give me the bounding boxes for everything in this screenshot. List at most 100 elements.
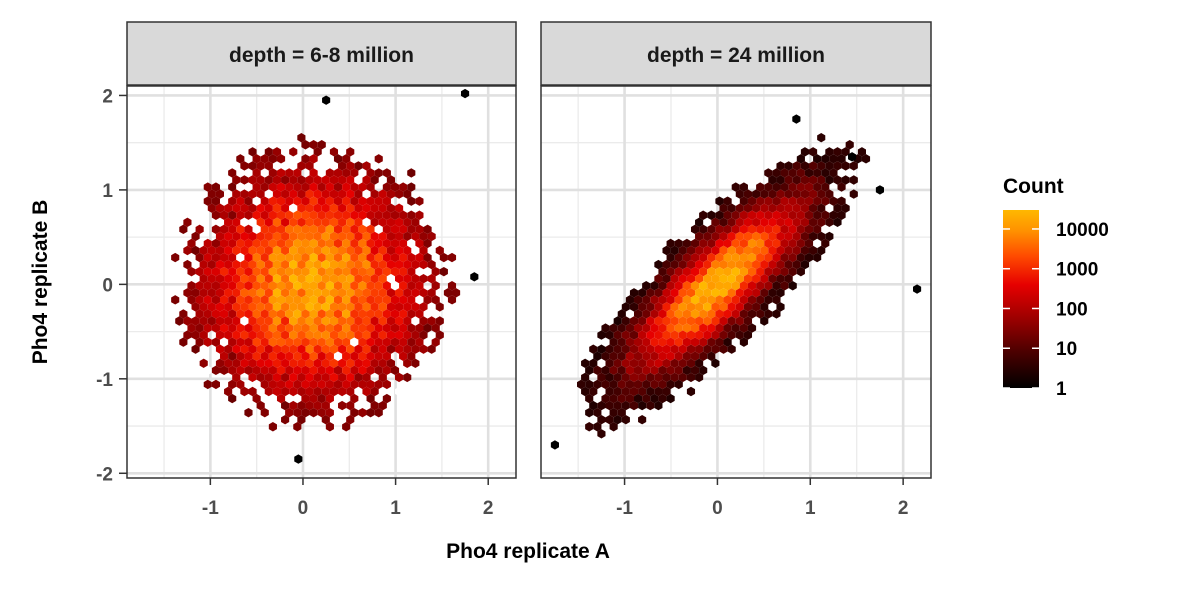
hexbin [581, 358, 590, 368]
hexbin [695, 259, 704, 270]
hexbin [629, 386, 639, 397]
hexbin [321, 330, 330, 340]
hexbin [289, 203, 298, 213]
x-tick-label: 0 [712, 498, 723, 519]
hexbin [800, 175, 810, 185]
hexbin [723, 196, 732, 206]
hexbin [199, 274, 208, 284]
hexbin [374, 351, 383, 361]
x-axis-panel-1: -1 0 1 2 [202, 478, 494, 519]
hexbin [362, 316, 371, 326]
y-tick-label: 1 [102, 181, 113, 202]
hexbin [695, 217, 704, 227]
hexbin [821, 154, 830, 164]
hexbin [285, 351, 294, 361]
hexbin [752, 259, 761, 270]
hexbin [362, 302, 371, 312]
hexbin [768, 274, 777, 284]
hexbin [281, 231, 290, 242]
hexbin [333, 309, 343, 319]
hexbin [211, 266, 220, 277]
hexbin [264, 175, 273, 185]
hexbin [427, 288, 436, 298]
hexbin [415, 281, 424, 291]
hexbin [260, 266, 269, 277]
hexbin [276, 351, 286, 361]
hexbin [731, 281, 740, 291]
hexbin [264, 302, 273, 312]
hexbin [617, 407, 626, 418]
hexbin [395, 245, 404, 256]
hexbin [386, 259, 396, 270]
hexbin [764, 210, 773, 220]
hexbin [183, 259, 192, 270]
hexbin [354, 231, 363, 242]
hexbin [370, 259, 379, 270]
hexbin [415, 196, 424, 206]
facet-panel-1: depth = 6-8 million [126, 21, 517, 479]
hexbin [260, 407, 269, 418]
hexbin [699, 337, 708, 347]
hexbin [435, 245, 444, 256]
hexbin [756, 196, 765, 206]
hexbin [354, 344, 363, 354]
hexbin [317, 182, 326, 192]
hexbin [281, 415, 290, 425]
hexbin [276, 182, 286, 192]
hexbin [248, 245, 257, 256]
hexbin [727, 259, 736, 270]
hexbin [690, 337, 700, 347]
y-tick-label: 0 [102, 275, 113, 296]
hexbin [800, 189, 810, 199]
hexbin [362, 386, 371, 397]
hexbin [325, 351, 334, 361]
hexbin [743, 231, 753, 242]
hexbin [252, 281, 261, 291]
hexbin [629, 330, 639, 340]
hexbin [609, 337, 618, 347]
hexbin [301, 281, 310, 291]
hexbin [788, 266, 797, 277]
hexbin [642, 351, 651, 361]
hexbin [382, 323, 391, 333]
hexbin [756, 295, 765, 305]
hexbin [407, 281, 416, 291]
hexbin [289, 217, 298, 227]
hexbin [260, 196, 269, 206]
hexbin [747, 210, 757, 220]
hexbin [760, 274, 769, 284]
hexbin [642, 337, 651, 347]
hexbin [366, 379, 375, 390]
hexbin [638, 288, 647, 298]
hexbin [776, 245, 785, 256]
hexbin [252, 196, 261, 206]
hexbin-outlier [848, 152, 857, 162]
hexbin [236, 295, 245, 305]
hexbin [403, 259, 412, 270]
hexbin [358, 252, 367, 263]
hexbin [390, 210, 400, 220]
hexbin [224, 330, 233, 340]
hexbin [268, 309, 277, 319]
hexbin [346, 330, 355, 340]
hexbin [272, 203, 282, 213]
hexbin [244, 266, 253, 277]
hexbin [707, 266, 716, 277]
hexbin [264, 330, 273, 340]
hexbin [203, 266, 212, 277]
hexbin [207, 288, 216, 298]
hexbin [293, 407, 302, 418]
hexbin [276, 196, 286, 206]
hexbin [232, 274, 241, 284]
hexbin [695, 231, 704, 242]
hexbin [285, 196, 294, 206]
hexbin [215, 316, 225, 326]
hexbin [695, 302, 704, 312]
hexbin [321, 203, 330, 213]
hexbin [760, 189, 769, 199]
hexbin [362, 330, 371, 340]
hexbin [313, 175, 322, 185]
hexbin [760, 217, 769, 227]
hexbin [289, 302, 298, 312]
